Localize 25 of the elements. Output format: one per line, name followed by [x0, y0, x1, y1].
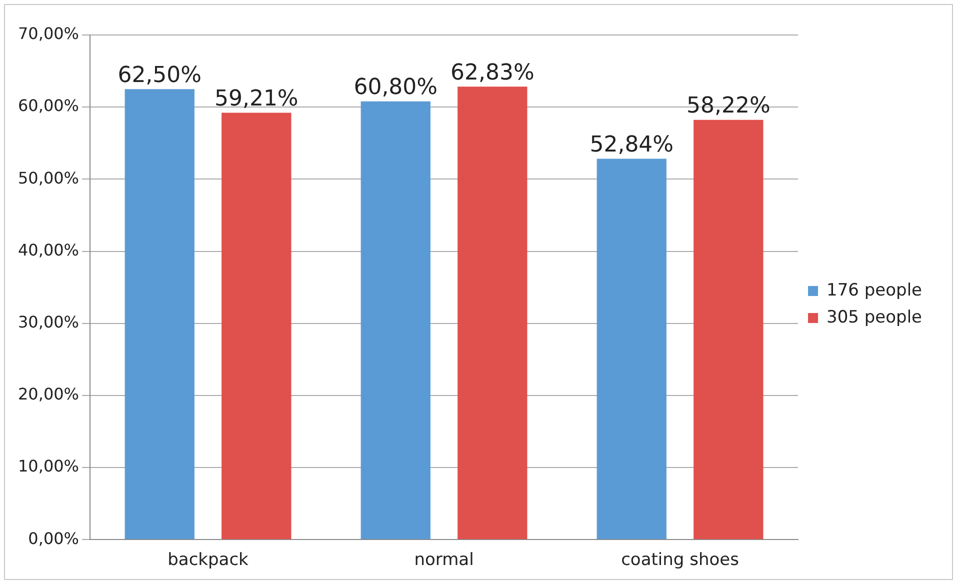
data-label: 58,22%	[686, 94, 770, 119]
y-tick-label: 60,00%	[18, 96, 80, 116]
data-label: 62,50%	[118, 62, 202, 88]
y-tick-label: 20,00%	[18, 384, 80, 404]
y-tick-label: 70,00%	[18, 24, 80, 44]
y-tick-label: 0,00%	[28, 528, 80, 548]
bar	[694, 120, 764, 540]
x-tick-label: coating shoes	[621, 550, 740, 570]
bar	[360, 101, 430, 540]
data-label: 62,83%	[450, 60, 534, 86]
legend-label: 305 people	[826, 307, 922, 328]
x-tick-label: backpack	[168, 550, 249, 570]
data-label: 52,84%	[590, 132, 674, 158]
y-tick-label: 40,00%	[18, 240, 80, 260]
bar	[222, 112, 292, 540]
data-label: 59,21%	[214, 86, 298, 112]
bar	[596, 158, 666, 540]
bar	[458, 86, 528, 540]
bar	[124, 89, 194, 540]
y-tick-label: 10,00%	[18, 456, 80, 476]
y-tick-label: 50,00%	[18, 168, 80, 188]
legend-label: 176 people	[826, 280, 922, 300]
y-tick-label: 30,00%	[18, 312, 80, 332]
data-label: 60,80%	[354, 75, 438, 100]
x-tick-label: normal	[414, 550, 474, 570]
